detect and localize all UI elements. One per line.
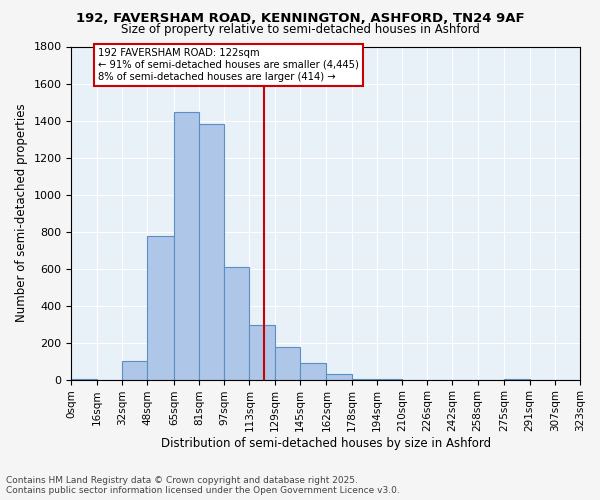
Bar	[326, 374, 352, 380]
Bar	[122, 361, 147, 380]
Bar	[377, 378, 402, 380]
Bar	[71, 378, 97, 380]
Text: Contains HM Land Registry data © Crown copyright and database right 2025.
Contai: Contains HM Land Registry data © Crown c…	[6, 476, 400, 495]
X-axis label: Distribution of semi-detached houses by size in Ashford: Distribution of semi-detached houses by …	[161, 437, 491, 450]
Bar	[505, 378, 530, 380]
Bar	[275, 347, 300, 380]
Text: 192, FAVERSHAM ROAD, KENNINGTON, ASHFORD, TN24 9AF: 192, FAVERSHAM ROAD, KENNINGTON, ASHFORD…	[76, 12, 524, 26]
Bar	[352, 378, 377, 380]
Bar	[199, 124, 224, 380]
Bar	[300, 363, 326, 380]
Bar	[224, 266, 250, 380]
Y-axis label: Number of semi-detached properties: Number of semi-detached properties	[15, 104, 28, 322]
Text: 192 FAVERSHAM ROAD: 122sqm
← 91% of semi-detached houses are smaller (4,445)
8% : 192 FAVERSHAM ROAD: 122sqm ← 91% of semi…	[98, 48, 359, 82]
Bar	[250, 325, 275, 380]
Text: Size of property relative to semi-detached houses in Ashford: Size of property relative to semi-detach…	[121, 22, 479, 36]
Bar	[147, 236, 174, 380]
Bar	[174, 112, 199, 380]
